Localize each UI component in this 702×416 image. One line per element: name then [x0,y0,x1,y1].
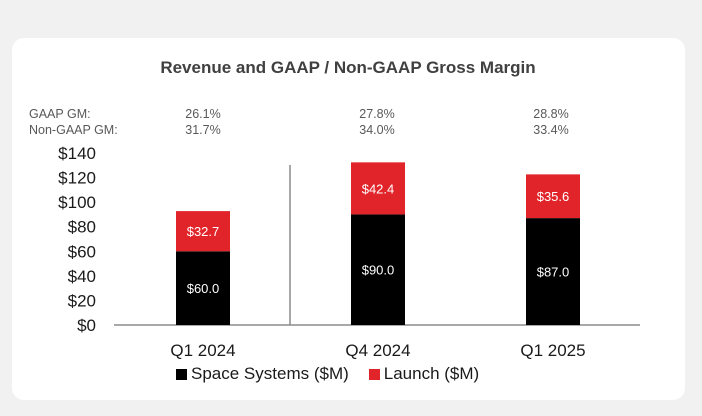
bar-space-systems [176,251,230,325]
y-tick-label: $140 [58,144,96,163]
legend-swatch-space-systems [176,368,187,380]
y-tick-label: $0 [77,316,96,335]
bar-launch [176,211,230,252]
legend-item-launch: Launch ($M) [368,364,480,384]
legend-label-space-systems: Space Systems ($M) [191,364,349,383]
y-tick-label: $20 [68,291,96,310]
y-tick-label: $100 [58,193,96,212]
bar-launch [351,162,405,215]
bar-data-label: $32.7 [187,224,220,239]
gaap-gm-q4-2024: 27.8% [359,107,395,121]
y-tick-label: $40 [68,267,96,286]
bar-space-systems [351,214,405,325]
gaap-gm-q1-2025: 28.8% [533,107,569,121]
bar-data-label: $35.6 [537,189,570,204]
x-category-label: Q1 2025 [520,341,585,360]
bar-launch [526,174,580,219]
bar-data-label: $87.0 [537,265,570,280]
non-gaap-gm-label: Non-GAAP GM: [29,123,118,137]
gaap-gm-label: GAAP GM: [29,107,91,121]
non-gaap-gm-q1-2024: 31.7% [185,123,221,137]
chart-title: Revenue and GAAP / Non-GAAP Gross Margin [160,58,536,77]
bar-space-systems [526,218,580,325]
non-gaap-gm-q1-2025: 33.4% [533,123,569,137]
bar-data-label: $60.0 [187,281,220,296]
bar-data-label: $42.4 [362,181,395,196]
y-tick-label: $120 [58,169,96,188]
gaap-gm-q1-2024: 26.1% [185,107,221,121]
y-tick-label: $60 [68,242,96,261]
bar-data-label: $90.0 [362,263,395,278]
legend-item-space-systems: Space Systems ($M) [176,364,349,384]
x-category-label: Q1 2024 [170,341,235,360]
legend: Space Systems ($M) Launch ($M) [176,364,499,384]
legend-swatch-launch [368,368,380,380]
x-category-label: Q4 2024 [345,341,410,360]
legend-label-launch: Launch ($M) [383,364,480,383]
y-tick-label: $80 [68,218,96,237]
non-gaap-gm-q4-2024: 34.0% [359,123,395,137]
